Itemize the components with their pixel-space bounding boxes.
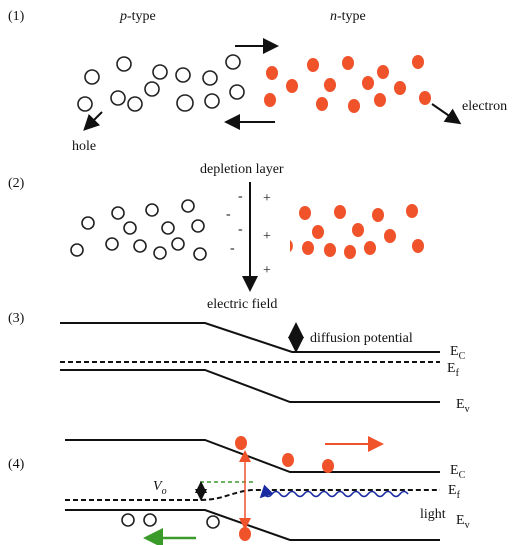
n-type-label: n-type: [330, 9, 366, 24]
electric-field-label: electric field: [207, 297, 277, 312]
ec-label: EC: [450, 344, 466, 362]
plus-sign: +: [263, 229, 271, 244]
ec-label: EC: [450, 463, 466, 481]
text-part: f: [456, 368, 460, 379]
panel-label: (4): [8, 457, 25, 472]
plus-sign: +: [263, 263, 271, 278]
light-label: light: [420, 507, 446, 522]
text-part: v: [465, 520, 470, 531]
text-part: E: [456, 513, 465, 528]
ev-label: Ev: [456, 397, 470, 415]
text-part: E: [450, 463, 459, 478]
light-wave: [259, 484, 409, 499]
electron-label: electron: [462, 99, 507, 114]
minus-sign: -: [238, 222, 243, 237]
holes: [77, 54, 245, 112]
ef-label: Ef: [447, 361, 460, 379]
depletion-layer-label: depletion layer: [200, 162, 284, 177]
ev-label: Ev: [456, 513, 470, 531]
text-part: C: [459, 470, 466, 481]
text-part: p: [119, 9, 127, 24]
diffusion-potential-label: diffusion potential: [310, 331, 413, 346]
hole-label: hole: [72, 139, 96, 154]
text-part: v: [465, 404, 470, 415]
minus-sign: -: [238, 189, 243, 204]
arrow: [83, 111, 103, 131]
text-part: n: [330, 9, 337, 24]
electrons: [290, 204, 424, 259]
conduction-band: [60, 322, 440, 353]
panel-label: (3): [8, 311, 25, 326]
text-part: f: [457, 490, 461, 501]
arrow: [431, 103, 462, 125]
text-part: o: [162, 486, 167, 497]
valence-band: [65, 509, 440, 541]
text-part: E: [450, 344, 459, 359]
holes: [121, 513, 220, 529]
valence-band: [60, 369, 440, 403]
text-part: E: [456, 397, 465, 412]
fermi-level: [65, 489, 440, 501]
text-part: E: [448, 483, 457, 498]
holes: [70, 199, 207, 261]
minus-sign: -: [230, 241, 235, 256]
text-part: -type: [337, 9, 366, 24]
minus-sign: -: [226, 207, 231, 222]
panel-label: (2): [8, 176, 25, 191]
plus-sign: +: [263, 191, 271, 206]
conduction-band: [65, 439, 440, 473]
vo-label: Vo: [153, 479, 167, 497]
electrons: [235, 436, 334, 541]
p-type-label: p-type: [119, 9, 156, 24]
text-part: -type: [127, 9, 156, 24]
text-part: E: [447, 361, 456, 376]
ef-label: Ef: [448, 483, 461, 501]
text-part: V: [153, 479, 163, 494]
text-part: C: [459, 351, 466, 362]
panel-label: (1): [8, 9, 25, 24]
electrons: [264, 55, 431, 113]
